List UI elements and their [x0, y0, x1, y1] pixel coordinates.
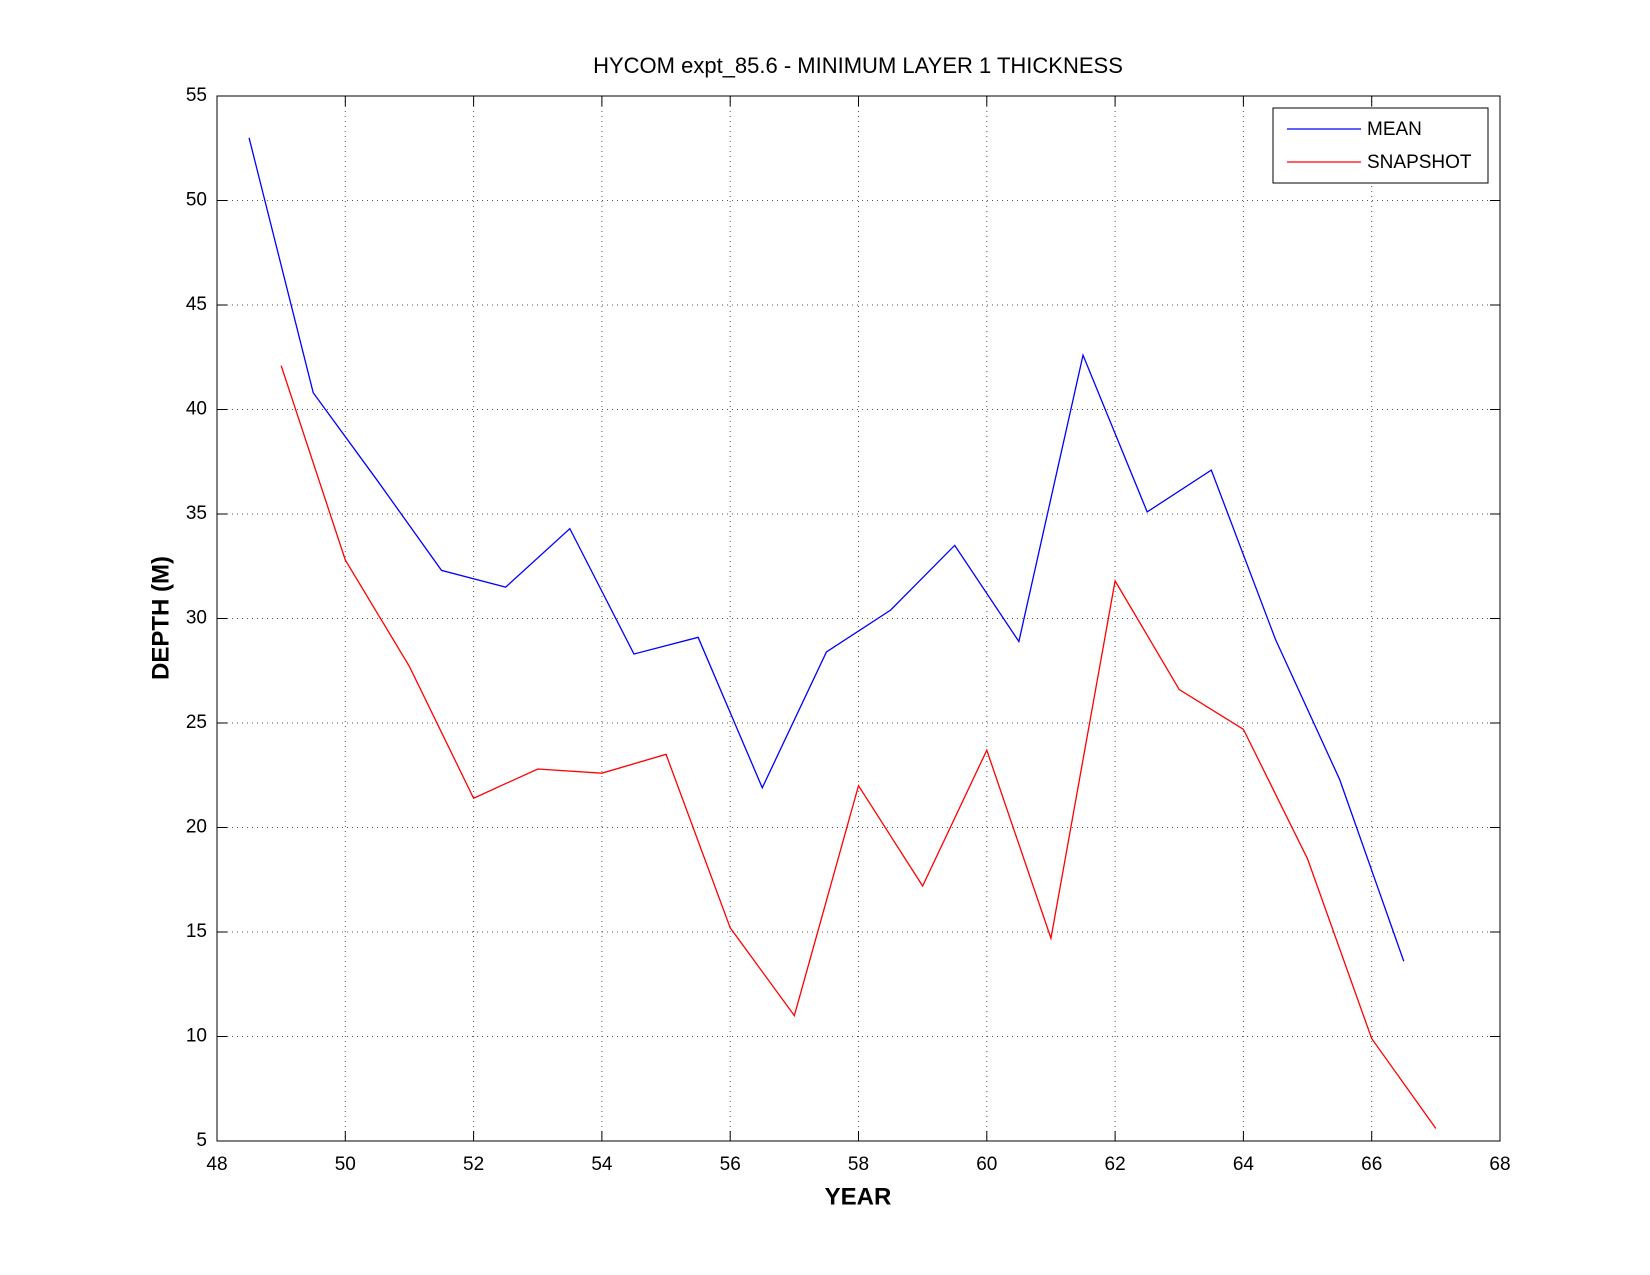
y-tick-label: 10: [186, 1026, 207, 1047]
y-tick-label: 45: [186, 294, 207, 315]
x-tick-label: 48: [206, 1154, 227, 1175]
x-tick-label: 64: [1233, 1154, 1255, 1175]
x-tick-label: 66: [1361, 1154, 1382, 1175]
y-tick-label: 25: [186, 712, 207, 733]
x-tick-label: 54: [591, 1154, 613, 1175]
plot-frame: [216, 95, 1501, 1142]
data-line: [248, 137, 1405, 962]
y-tick-label: 30: [186, 608, 207, 629]
y-tick-label: 40: [186, 399, 207, 420]
y-tick-label: 50: [186, 190, 207, 211]
legend-box: [1272, 107, 1489, 184]
y-axis-label: DEPTH (M): [147, 556, 174, 680]
x-tick-label: 50: [335, 1154, 356, 1175]
legend-label: SNAPSHOT: [1367, 152, 1472, 173]
legend-label: MEAN: [1367, 119, 1422, 140]
y-tick-label: 35: [186, 503, 207, 524]
chart-title: HYCOM expt_85.6 - MINIMUM LAYER 1 THICKN…: [593, 53, 1123, 78]
y-tick-label: 20: [186, 817, 207, 838]
x-tick-label: 60: [976, 1154, 997, 1175]
y-tick-label: 55: [186, 85, 207, 106]
x-tick-label: 58: [848, 1154, 869, 1175]
x-tick-label: 56: [720, 1154, 741, 1175]
data-line: [280, 365, 1437, 1129]
x-tick-label: 62: [1105, 1154, 1126, 1175]
x-axis-label: YEAR: [825, 1183, 892, 1210]
y-tick-label: 15: [186, 921, 207, 942]
x-tick-label: 68: [1489, 1154, 1510, 1175]
y-tick-label: 5: [196, 1130, 207, 1151]
x-tick-label: 52: [463, 1154, 484, 1175]
